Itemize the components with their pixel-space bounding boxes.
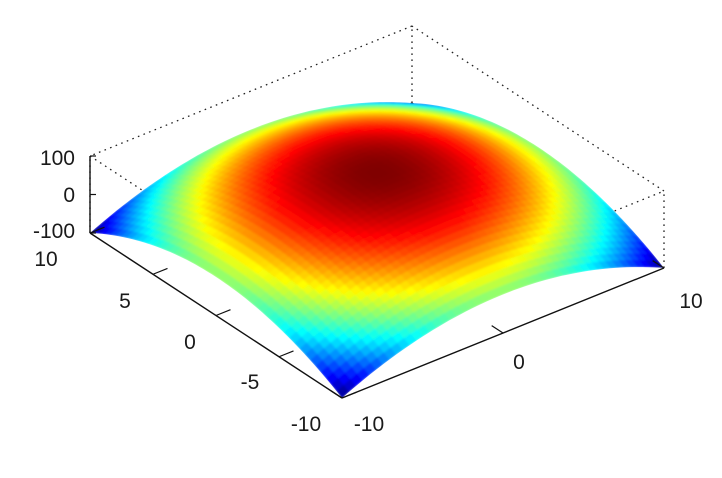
x-tick-mark xyxy=(491,325,504,334)
y-tick-label: 5 xyxy=(119,290,131,313)
y-tick-label: 10 xyxy=(34,248,57,271)
z-tick-label: 0 xyxy=(63,184,75,207)
y-tick-label: 0 xyxy=(184,331,196,354)
y-tick-mark xyxy=(152,267,168,275)
axes-front xyxy=(89,155,665,399)
box-edge xyxy=(411,25,665,192)
y-tick-label: -5 xyxy=(241,371,260,394)
z-tick-label: -100 xyxy=(33,220,75,243)
surface-mesh xyxy=(90,102,664,398)
y-tick-mark xyxy=(278,350,294,358)
y-tick-mark xyxy=(89,226,105,234)
x-tick-label: 10 xyxy=(679,290,702,313)
z-axis-ticks: 100 0 -100 xyxy=(33,147,75,243)
box-edge xyxy=(89,25,413,157)
y-tick-mark xyxy=(215,309,231,317)
x-tick-label: -10 xyxy=(354,413,384,436)
z-tick-label: 100 xyxy=(40,147,75,170)
y-axis-ticks: 10 5 0 -5 -10 xyxy=(34,248,321,436)
y-tick-label: -10 xyxy=(291,413,321,436)
x-tick-mark xyxy=(330,390,343,399)
y-tick-mark xyxy=(341,391,357,399)
x-tick-label: 0 xyxy=(513,351,525,374)
x-tick-mark xyxy=(652,260,665,269)
x-axis-ticks: -10 0 10 xyxy=(354,290,703,436)
